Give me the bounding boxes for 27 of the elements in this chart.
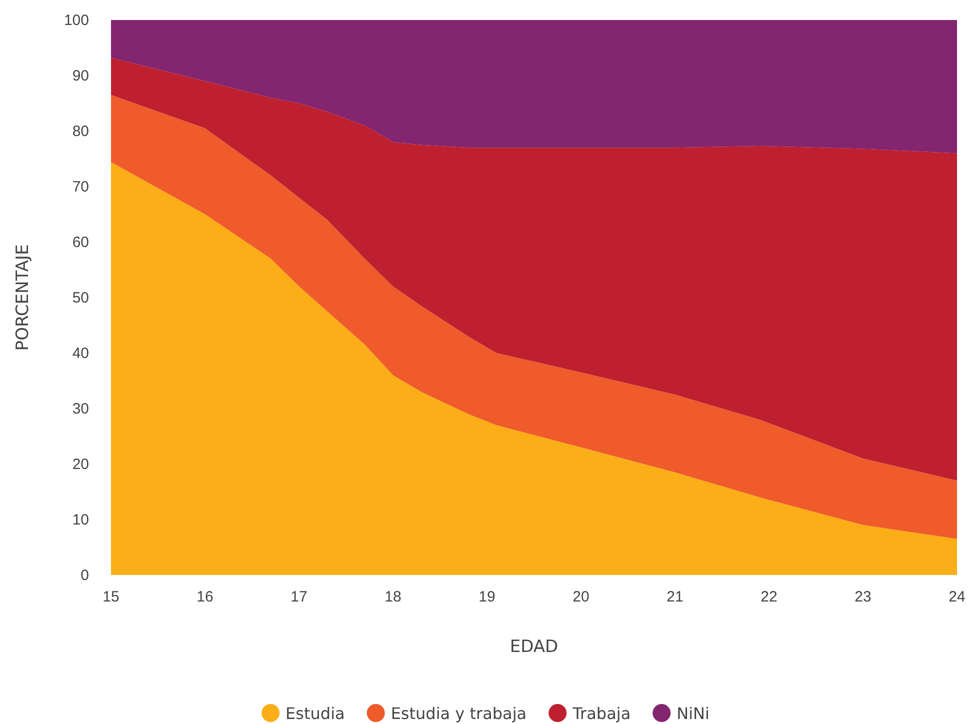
- legend-label: Estudia y trabaja: [390, 704, 527, 723]
- y-axis-title: PORCENTAJE: [13, 244, 33, 351]
- legend-label: Trabaja: [572, 704, 631, 723]
- y-tick-label: 60: [72, 234, 89, 251]
- x-axis-title: EDAD: [510, 637, 558, 657]
- y-tick-label: 30: [72, 400, 89, 418]
- legend-label: NiNi: [676, 704, 710, 723]
- x-tick-label: 22: [760, 588, 778, 606]
- y-tick-label: 50: [72, 289, 89, 306]
- y-tick-label: 0: [80, 566, 89, 584]
- x-tick-label: 18: [384, 588, 402, 606]
- x-tick-label: 23: [854, 588, 872, 606]
- x-tick-label: 16: [196, 588, 214, 606]
- x-tick-label: 21: [666, 588, 684, 606]
- y-tick-label: 70: [72, 178, 89, 196]
- y-tick-label: 10: [72, 511, 89, 528]
- y-tick-label: 40: [72, 344, 89, 362]
- y-tick-label: 90: [72, 67, 89, 84]
- y-tick-label: 20: [72, 456, 89, 473]
- x-tick-label: 20: [572, 588, 590, 606]
- x-tick-label: 15: [102, 588, 120, 606]
- x-tick-label: 24: [948, 588, 966, 606]
- y-tick-label: 80: [72, 122, 89, 140]
- x-tick-label: 17: [290, 588, 308, 606]
- legend-label: Estudia: [286, 704, 345, 723]
- x-tick-label: 19: [478, 588, 496, 606]
- y-tick-label: 100: [64, 12, 89, 29]
